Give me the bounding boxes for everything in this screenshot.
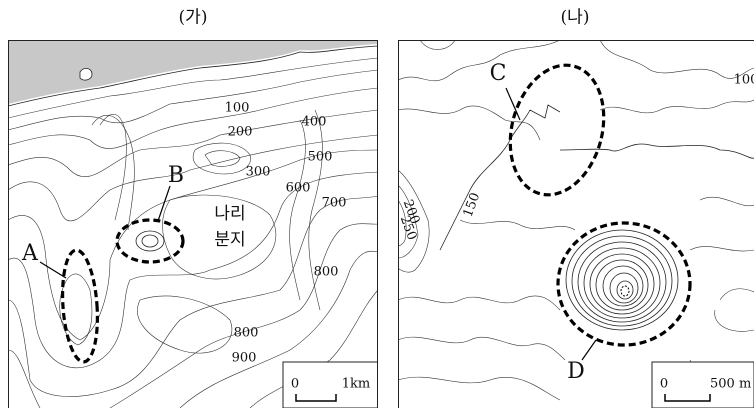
contour-label: 150 <box>461 191 484 219</box>
contour-label: 700 <box>322 196 347 211</box>
scale-label: 1km <box>342 377 370 392</box>
scale-label: 0 <box>660 377 668 392</box>
contours <box>398 40 754 401</box>
place-label: 나리 <box>214 204 245 224</box>
map-frame <box>398 40 754 408</box>
map-frame <box>8 40 378 408</box>
scale-label: 500 m <box>710 377 751 392</box>
contours <box>8 45 378 408</box>
marker-label: D <box>567 359 585 384</box>
islet <box>79 68 93 81</box>
scale-label: 0 <box>291 377 299 392</box>
leader-line <box>157 185 171 222</box>
contour-label: 600 <box>286 181 311 196</box>
contour-label: 400 <box>302 115 327 130</box>
scale-bar <box>295 394 337 402</box>
panel-title: (가) <box>179 8 208 28</box>
contour-label: 100 <box>734 73 754 88</box>
crater <box>135 230 165 252</box>
leader-line <box>581 339 597 361</box>
contour-label: 900 <box>232 351 257 366</box>
sea <box>8 40 378 104</box>
right-map: C D 150 200 250 100 0 500 m <box>397 40 754 408</box>
contour-label: 200 <box>228 125 253 140</box>
marker-label: C <box>490 61 507 86</box>
marker-label: B <box>168 163 184 188</box>
scale-bar <box>664 394 711 402</box>
contour-label: 800 <box>314 265 339 280</box>
contour-label: 250 <box>397 214 420 242</box>
marker-outline <box>115 218 185 264</box>
marker-outline <box>508 63 606 197</box>
place-label: 분지 <box>214 230 245 250</box>
panel-title: (나) <box>561 8 590 28</box>
contour-label: 100 <box>225 101 250 116</box>
marker-label: A <box>21 241 39 266</box>
marker-outline <box>60 248 100 364</box>
left-map: A B 나리 분지 100 200 300 400 500 600 700 80… <box>8 40 378 408</box>
contour-label: 500 <box>308 150 333 165</box>
leader-line <box>505 87 521 121</box>
leader-line <box>39 261 67 279</box>
marker-outline <box>556 221 692 347</box>
contour-label: 800 <box>234 326 259 341</box>
cone <box>565 229 679 331</box>
contour-label: 300 <box>246 165 271 180</box>
